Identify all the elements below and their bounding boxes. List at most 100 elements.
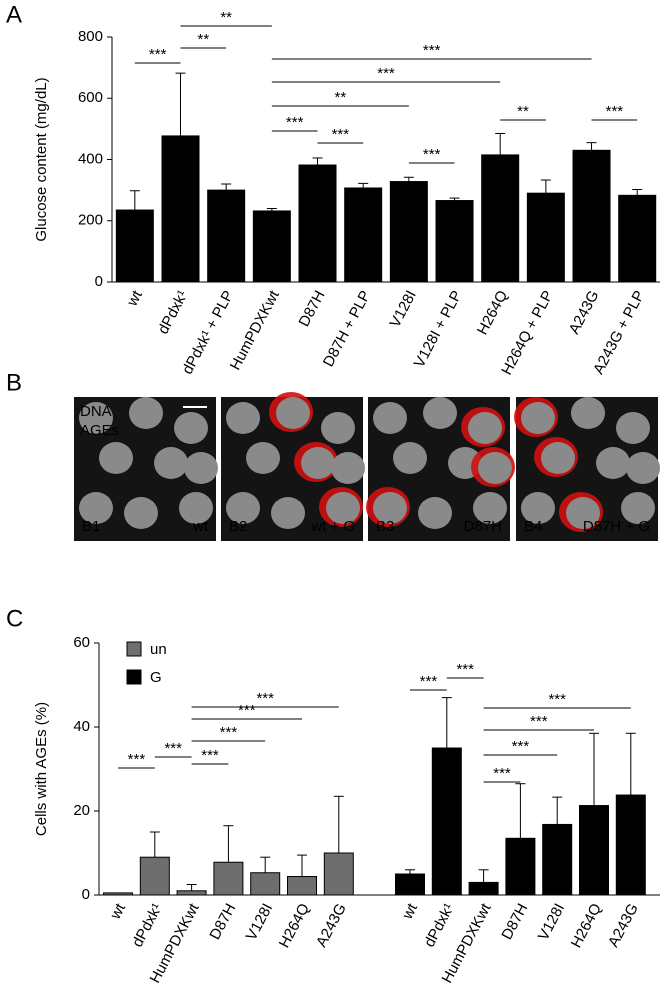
bar: [572, 149, 611, 283]
image-label: B4: [524, 518, 542, 535]
significance-label: ***: [606, 103, 624, 120]
bar: [481, 154, 520, 283]
nucleus: [331, 452, 365, 484]
significance-label: ***: [512, 738, 530, 755]
significance-label: ***: [423, 146, 441, 163]
y-tick-label: 40: [73, 718, 90, 735]
image-label: B3: [376, 518, 394, 535]
bar: [115, 209, 154, 283]
significance-label: ***: [377, 65, 395, 82]
y-tick-label: 200: [78, 212, 103, 229]
nucleus: [521, 402, 555, 434]
nucleus: [184, 452, 218, 484]
nucleus: [393, 442, 427, 474]
significance-label: **: [335, 89, 347, 106]
channel-label: AGEs: [80, 422, 119, 439]
x-tick-label: A243G: [566, 288, 603, 337]
significance-label: ***: [456, 661, 474, 678]
significance-label: ***: [332, 126, 350, 143]
image-label: B2: [229, 518, 247, 535]
significance-label: ***: [420, 673, 438, 690]
x-tick-label: D87H + PLP: [320, 288, 374, 370]
legend-swatch: [126, 641, 142, 657]
bar: [505, 837, 536, 896]
significance-label: ***: [286, 114, 304, 131]
x-tick-label: wt: [399, 900, 422, 923]
nucleus: [541, 442, 575, 474]
nucleus: [276, 397, 310, 429]
image-label: B1: [82, 518, 100, 535]
x-tick-label: dPdxk¹: [155, 288, 192, 337]
bar: [344, 187, 383, 283]
bar: [542, 823, 573, 896]
nucleus: [326, 492, 360, 524]
nucleus: [473, 492, 507, 524]
legend-label: un: [150, 641, 167, 658]
nucleus: [79, 492, 113, 524]
x-tick-label: H264Q: [568, 901, 605, 951]
x-tick-label: V128I + PLP: [411, 288, 466, 371]
y-tick-label: 60: [73, 634, 90, 651]
x-tick-label: H264Q: [474, 288, 511, 338]
significance-label: ***: [220, 724, 238, 741]
nucleus: [99, 442, 133, 474]
nucleus: [571, 397, 605, 429]
bar: [431, 747, 462, 896]
nucleus: [79, 402, 113, 434]
bar: [615, 794, 646, 896]
y-tick-label: 400: [78, 150, 103, 167]
channel-label: DNA: [80, 403, 112, 420]
nucleus: [129, 397, 163, 429]
x-tick-label: D87H: [498, 901, 531, 943]
image-caption: D87H + G: [583, 518, 650, 535]
panel-label: C: [6, 605, 23, 632]
significance-label: ***: [548, 691, 566, 708]
bar: [298, 164, 337, 283]
nucleus: [246, 442, 280, 474]
x-tick-label: D87H: [206, 901, 239, 943]
y-axis-label: Glucose content (mg/dL): [33, 77, 50, 241]
bar: [435, 200, 474, 283]
significance-label: ***: [423, 42, 441, 59]
legend-label: G: [150, 669, 162, 686]
x-tick-label: wt: [107, 900, 130, 923]
significance-label: ***: [164, 740, 182, 757]
x-tick-label: V128I: [243, 901, 276, 944]
nucleus: [179, 492, 213, 524]
x-tick-label: H264Q: [276, 901, 313, 951]
nucleus: [373, 492, 407, 524]
bar: [207, 189, 246, 283]
nucleus: [423, 397, 457, 429]
nucleus: [373, 402, 407, 434]
nucleus: [226, 492, 260, 524]
nucleus: [616, 412, 650, 444]
significance-label: **: [197, 31, 209, 48]
x-tick-label: dPdxk¹: [129, 901, 166, 950]
bar: [395, 873, 425, 896]
x-tick-label: D87H: [296, 288, 329, 330]
x-tick-label: dPdxk¹: [421, 901, 458, 950]
nucleus: [154, 447, 188, 479]
significance-label: **: [517, 103, 529, 120]
significance-label: ***: [530, 713, 548, 730]
legend-swatch: [126, 669, 142, 685]
bar: [161, 135, 200, 283]
nucleus: [566, 497, 600, 529]
x-tick-label: A243G: [313, 901, 350, 950]
nucleus: [596, 447, 630, 479]
bar: [468, 881, 499, 896]
significance-label: ***: [238, 702, 256, 719]
nucleus: [271, 497, 305, 529]
nucleus: [226, 402, 260, 434]
significance-label: ***: [149, 46, 167, 63]
nucleus: [478, 452, 512, 484]
bar: [139, 856, 170, 896]
bar: [213, 861, 244, 896]
y-tick-label: 0: [82, 886, 90, 903]
significance-label: ***: [201, 747, 219, 764]
nucleus: [418, 497, 452, 529]
nucleus: [468, 412, 502, 444]
image-caption: D87H: [464, 518, 502, 535]
nucleus: [174, 412, 208, 444]
significance-label: ***: [493, 765, 511, 782]
